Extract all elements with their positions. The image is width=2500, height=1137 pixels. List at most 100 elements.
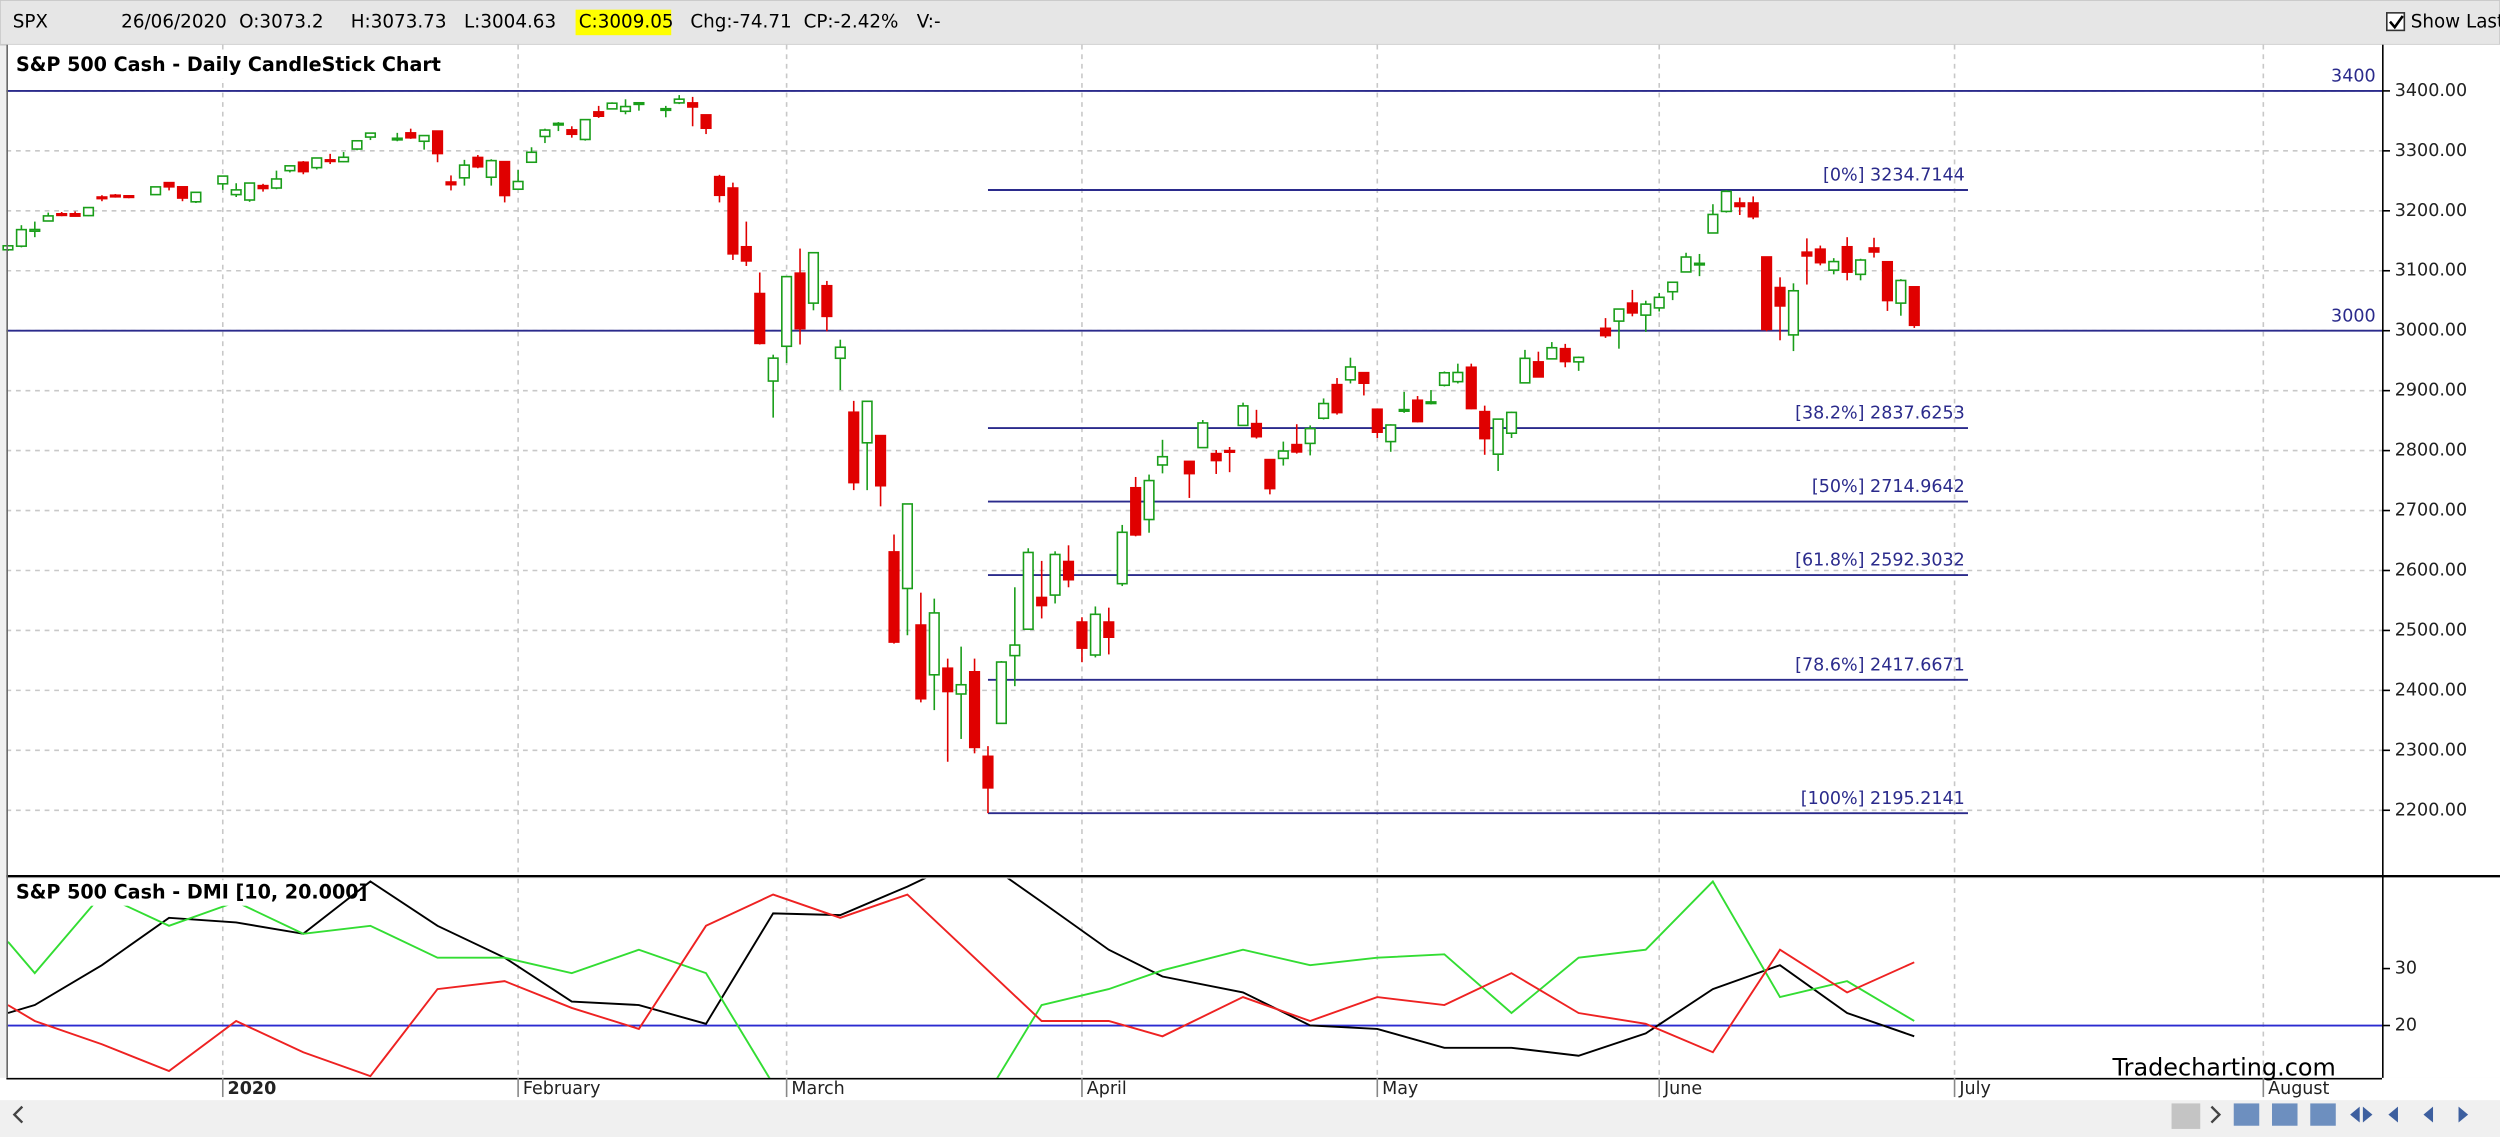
candle-body xyxy=(190,191,202,203)
dmi-line xyxy=(7,879,1915,1078)
candle-body xyxy=(230,189,242,196)
x-tick-label: 2020 xyxy=(228,1079,277,1099)
open: O:3073.2 xyxy=(239,11,323,32)
candle-body xyxy=(700,114,712,129)
candle-body xyxy=(1277,450,1289,460)
candle-body xyxy=(1908,286,1920,327)
candle-body xyxy=(1787,289,1800,336)
candle-body xyxy=(1371,408,1383,433)
candle-body xyxy=(364,132,377,138)
candle-body xyxy=(915,624,927,700)
candle-body xyxy=(1438,371,1451,387)
candle-body xyxy=(1801,251,1813,257)
zoom-button[interactable] xyxy=(2272,1103,2298,1126)
dmi-title-bg xyxy=(9,880,323,906)
y-tick-label: 2500.00 xyxy=(2395,620,2467,640)
candle-body xyxy=(163,181,175,188)
candle-body xyxy=(82,206,95,217)
fib-label: [100%] 2195.2141 xyxy=(1801,789,1965,809)
candle-body xyxy=(633,101,645,106)
scroll-left[interactable] xyxy=(12,1105,24,1124)
candle-body xyxy=(1116,531,1128,585)
nav-button[interactable] xyxy=(2350,1106,2360,1123)
candle-body xyxy=(1089,613,1101,656)
candle-body xyxy=(1734,202,1746,208)
candle-body xyxy=(1344,366,1357,381)
candle-body xyxy=(1492,418,1504,455)
candle-body xyxy=(1747,202,1759,218)
candle-body xyxy=(284,165,296,172)
candle-body xyxy=(995,661,1007,725)
candle-body xyxy=(351,139,363,150)
candle-body xyxy=(781,275,793,348)
zoom-button[interactable] xyxy=(2233,1103,2260,1126)
close-highlight xyxy=(575,9,672,36)
y-tick-label: 2800.00 xyxy=(2395,441,2467,461)
candle-body xyxy=(1049,553,1061,596)
candle-body xyxy=(1304,427,1316,445)
price-axis-area xyxy=(2382,44,2500,1078)
nav-button[interactable] xyxy=(2388,1106,2398,1123)
scroll-right[interactable] xyxy=(2210,1105,2222,1124)
dmi-pane xyxy=(6,878,2383,1078)
scrollbar[interactable] xyxy=(0,1100,2500,1137)
candle-body xyxy=(1183,460,1195,475)
symbol: SPX xyxy=(13,11,48,32)
y-tick-label: 2400.00 xyxy=(2395,680,2467,700)
candle-body xyxy=(1868,247,1880,253)
candle-body xyxy=(485,159,497,179)
candle-body xyxy=(15,228,27,247)
volume: V:- xyxy=(917,11,941,32)
candle-body xyxy=(1505,411,1518,435)
candle-body xyxy=(525,151,538,164)
candle-body xyxy=(1264,458,1276,490)
candle-body xyxy=(1479,410,1491,440)
fib-label: [61.8%] 2592.3032 xyxy=(1795,551,1965,571)
y-tick-label: 2300.00 xyxy=(2395,740,2467,760)
candle-body xyxy=(552,122,564,126)
nav-button[interactable] xyxy=(2458,1106,2469,1123)
candle-body xyxy=(673,98,685,104)
show-last-checkbox[interactable] xyxy=(2386,12,2406,32)
x-tick-label: June xyxy=(1663,1079,1702,1099)
candle-body xyxy=(1452,371,1464,383)
candle-body xyxy=(445,181,457,186)
candle-body xyxy=(1895,279,1907,304)
checkmark xyxy=(2389,15,2404,30)
candle-body xyxy=(968,671,981,749)
candle-body xyxy=(176,186,189,199)
candle-body xyxy=(1573,356,1585,363)
change-pct: CP:-2.42% xyxy=(804,11,899,32)
candle-body xyxy=(418,134,430,143)
show-last-label[interactable]: Show Last xyxy=(2411,11,2500,32)
candle-body xyxy=(566,129,578,136)
candle-body xyxy=(1224,449,1236,453)
dmi-title: S&P 500 Cash - DMI [10, 20.000] xyxy=(16,880,367,903)
dmi-line xyxy=(7,878,1915,1057)
candle-body xyxy=(123,195,135,199)
candle-body xyxy=(955,683,967,695)
candle-body xyxy=(942,667,954,693)
candle-body xyxy=(1546,346,1558,360)
zoom-button[interactable] xyxy=(2310,1103,2336,1126)
nav-button[interactable] xyxy=(2423,1106,2434,1123)
candle-body xyxy=(1358,371,1370,385)
candle-body xyxy=(928,612,940,676)
candle-body xyxy=(96,196,108,200)
candle-body xyxy=(861,400,873,444)
scroll-thumb[interactable] xyxy=(2171,1103,2201,1129)
candle-body xyxy=(1156,455,1169,466)
candle-body xyxy=(727,187,739,255)
candle-body xyxy=(606,102,618,110)
candle-body xyxy=(539,129,551,138)
candle-body xyxy=(1036,596,1048,607)
nav-button[interactable] xyxy=(2362,1106,2373,1123)
date: 26/06/2020 xyxy=(121,11,227,32)
x-tick-label: February xyxy=(523,1079,601,1099)
candle-body xyxy=(1130,486,1142,536)
candle-body xyxy=(405,132,417,139)
candle-body xyxy=(338,156,350,163)
candle-body xyxy=(1814,248,1826,264)
x-tick-label: August xyxy=(2268,1079,2329,1099)
